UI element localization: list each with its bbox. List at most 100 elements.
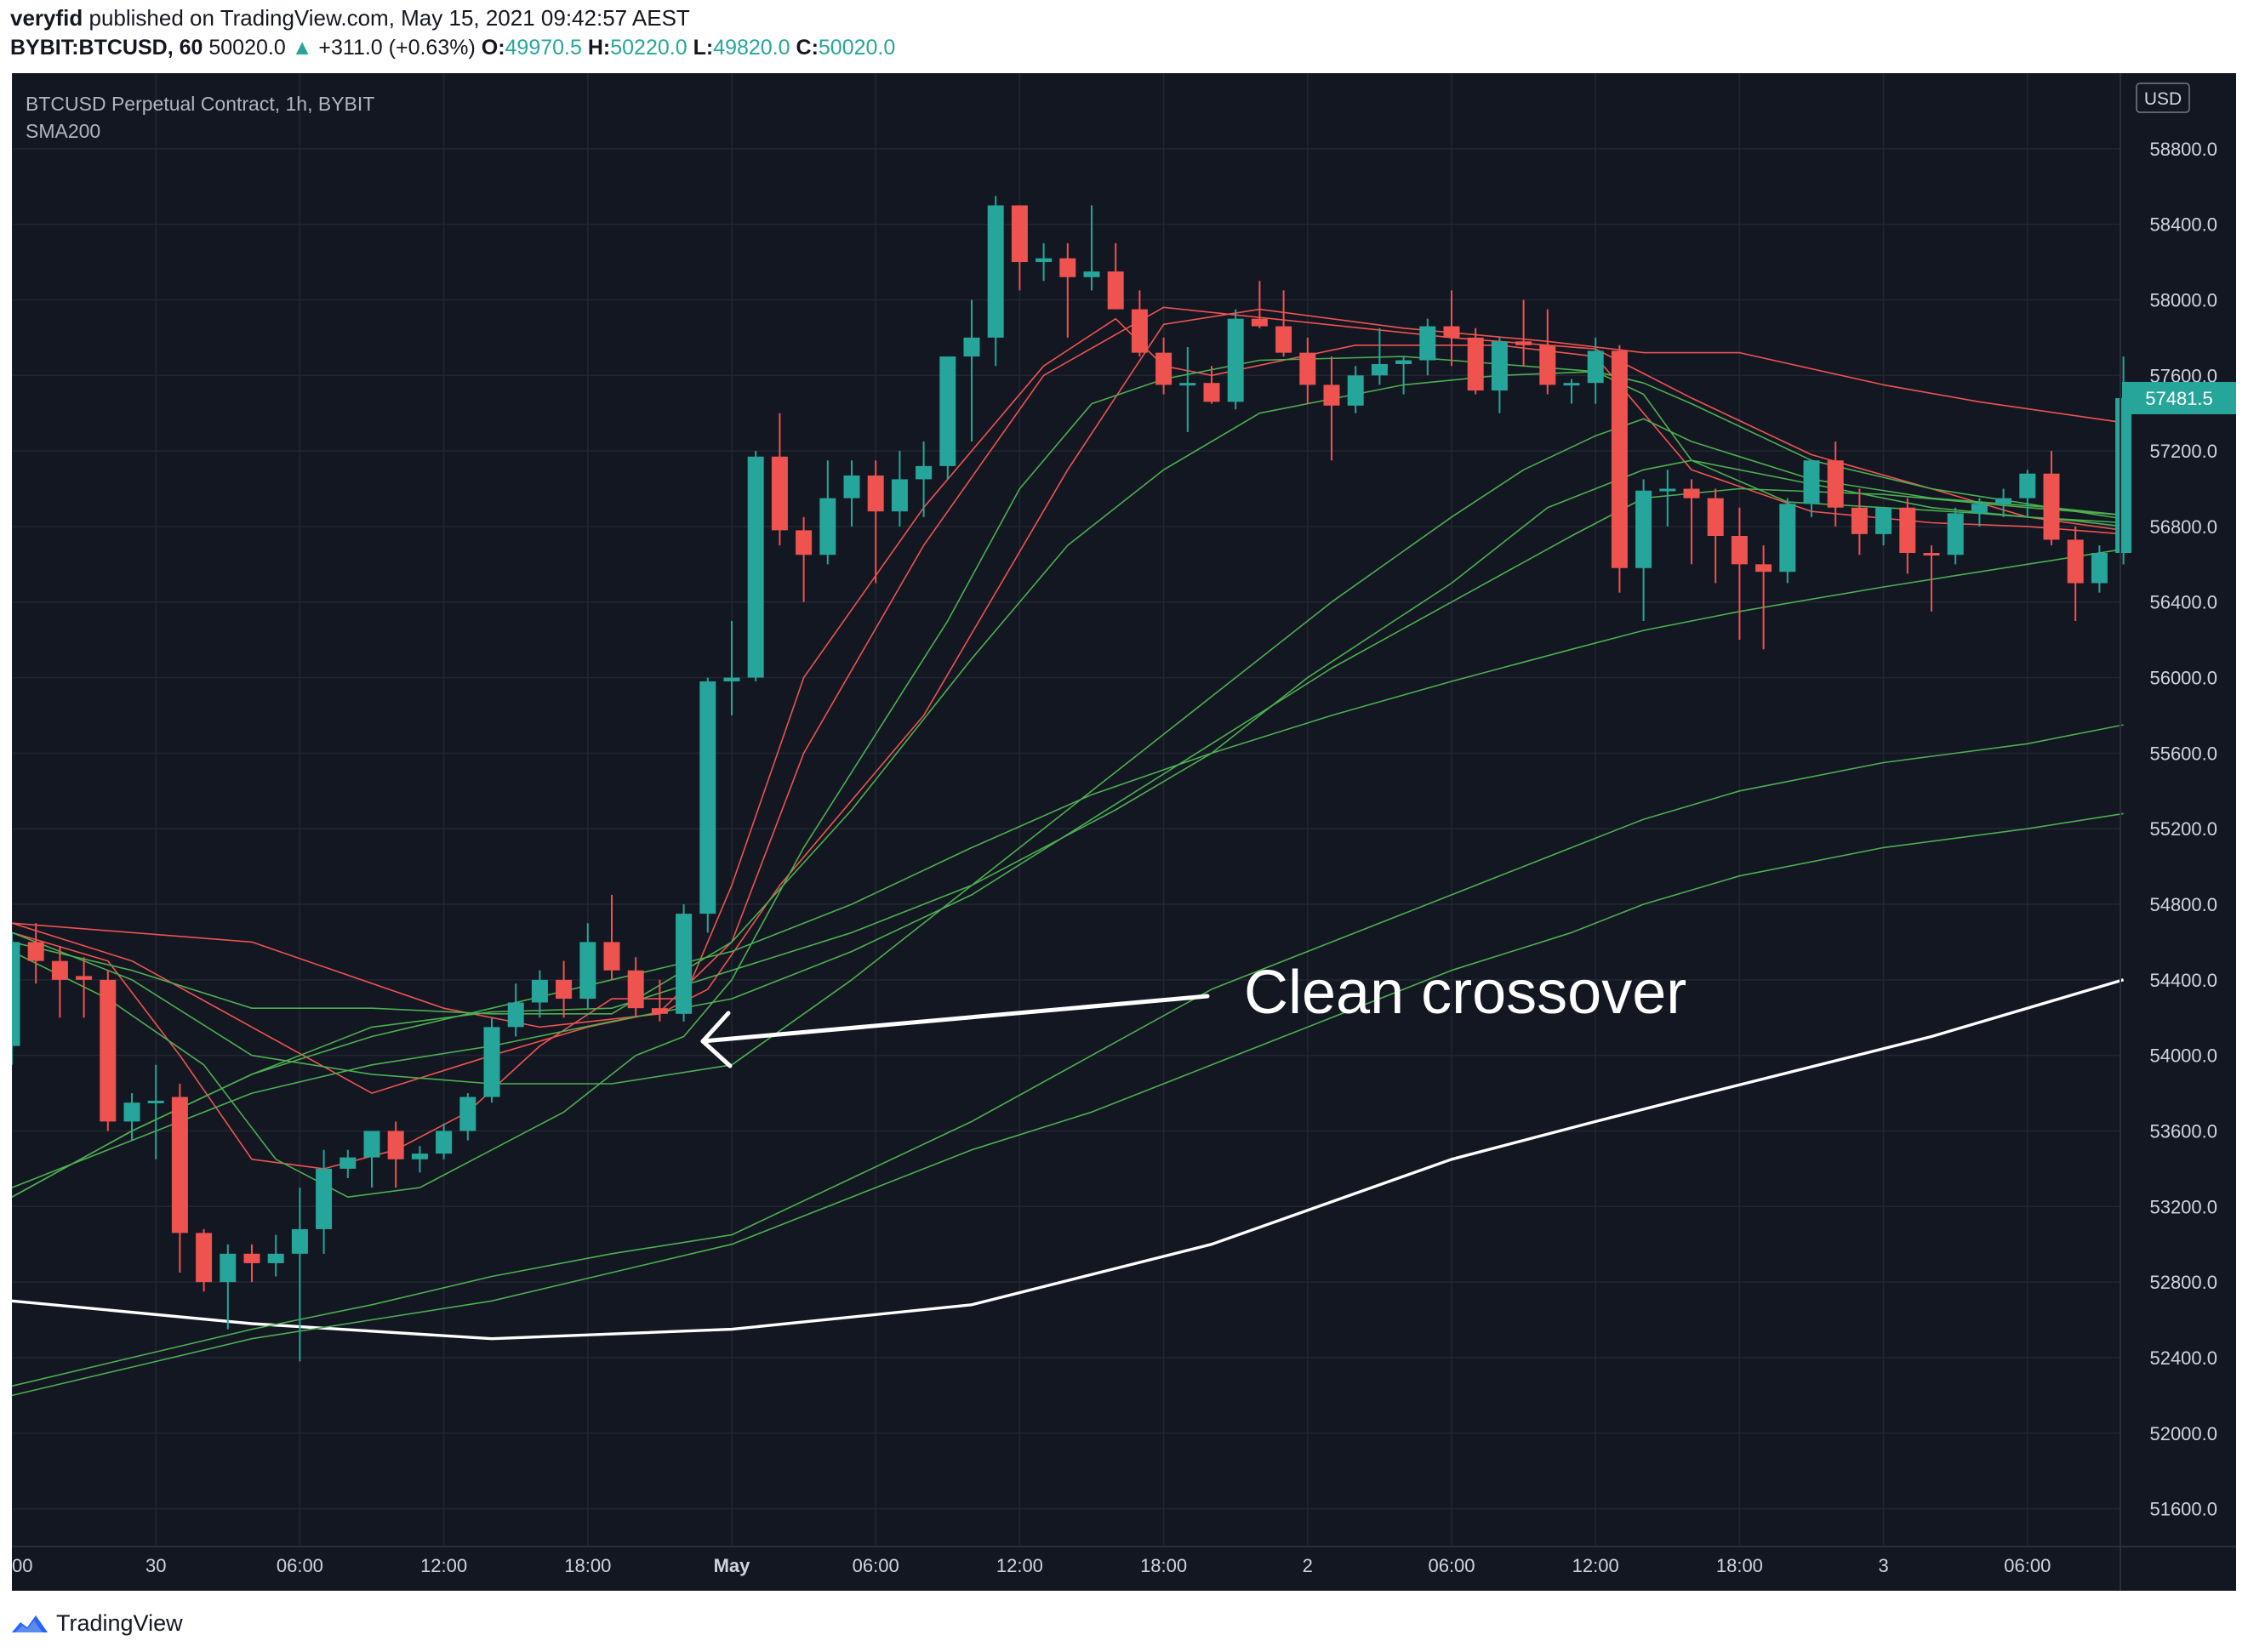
price-tick-label: 51600.0 xyxy=(2149,1499,2217,1520)
candle xyxy=(747,451,764,682)
candle-body xyxy=(1395,360,1412,364)
candle xyxy=(651,979,668,1022)
currency-label: USD xyxy=(2144,89,2182,109)
change-value: +311.0 (+0.63%) xyxy=(318,36,476,60)
candle xyxy=(676,904,693,1022)
price-tick-label: 56400.0 xyxy=(2149,592,2217,613)
price-tick-label: 54400.0 xyxy=(2149,970,2217,991)
candle xyxy=(699,677,716,933)
last-price-tag: 57481.5 xyxy=(2122,381,2236,414)
candle-body xyxy=(1923,553,1940,556)
candle xyxy=(1395,356,1412,395)
candle xyxy=(1059,242,1076,338)
candle xyxy=(1131,290,1148,357)
time-tick-label: 18:00 xyxy=(1716,1555,1763,1576)
price-tick-label: 58400.0 xyxy=(2149,214,2217,236)
candle-body xyxy=(819,498,836,555)
candle xyxy=(243,1244,260,1283)
candle xyxy=(363,1131,380,1188)
candle-body xyxy=(579,942,596,1000)
candle xyxy=(1467,328,1484,395)
candle-body xyxy=(1275,326,1292,353)
candle xyxy=(1443,290,1460,367)
candle-body xyxy=(147,1100,164,1103)
sma200-line xyxy=(11,978,2125,1341)
candle xyxy=(771,413,788,546)
legend-indicator[interactable]: SMA200 xyxy=(26,120,100,142)
brand-name[interactable]: TradingView xyxy=(56,1609,183,1636)
candle-body xyxy=(2091,553,2108,584)
candle-body xyxy=(1587,350,1604,384)
candle-body xyxy=(1347,375,1364,406)
candle-body xyxy=(1203,383,1220,402)
candle xyxy=(1611,345,1628,593)
candle-body xyxy=(171,1097,188,1233)
candle xyxy=(3,932,20,1065)
candle xyxy=(1036,242,1053,282)
candle xyxy=(1731,507,1748,641)
time-tick-label: 00 xyxy=(12,1555,32,1576)
moving-average-lines xyxy=(11,306,2125,1397)
crossover-arrow xyxy=(700,994,1210,1068)
candle-body xyxy=(220,1253,237,1283)
candle xyxy=(291,1188,308,1362)
candle xyxy=(723,620,740,715)
candle xyxy=(267,1234,284,1277)
time-tick-label: 18:00 xyxy=(564,1555,611,1576)
candle xyxy=(387,1121,404,1188)
candle xyxy=(1923,545,1940,612)
currency-badge[interactable]: USD xyxy=(2136,83,2190,113)
price-tick-label: 52000.0 xyxy=(2149,1423,2217,1444)
author-name[interactable]: veryfid xyxy=(10,5,83,31)
candle xyxy=(963,299,980,441)
tradingview-logo-icon xyxy=(12,1615,48,1632)
candle xyxy=(1011,205,1028,291)
candle-body xyxy=(291,1228,308,1254)
price-axis[interactable]: 51600.0 52000.0 52400.0 52800.0 53200.0 53600… xyxy=(2149,139,2217,1520)
candle xyxy=(2043,451,2060,546)
candle xyxy=(1707,488,1724,584)
candle-body xyxy=(1443,326,1460,338)
candle xyxy=(1827,441,1844,527)
candle xyxy=(339,1149,357,1178)
time-tick-label: 30 xyxy=(145,1555,166,1576)
candle xyxy=(76,957,93,1018)
annotation-text: Clean crossover xyxy=(1244,959,1686,1027)
low-label: L: xyxy=(693,36,714,60)
ohlc-line: BYBIT:BTCUSD, 60 50020.0 ▲ +311.0 (+0.63… xyxy=(10,36,895,60)
candle xyxy=(891,451,908,527)
candle xyxy=(1227,309,1244,410)
candle-body xyxy=(1851,507,1868,534)
candle xyxy=(1587,337,1604,404)
candle-body xyxy=(2115,397,2132,554)
candle xyxy=(2091,545,2108,593)
candle-body xyxy=(747,456,764,678)
up-triangle-icon: ▲ xyxy=(291,36,313,60)
candle-body xyxy=(1011,205,1028,263)
candle xyxy=(1635,479,1652,621)
candle xyxy=(579,923,596,1009)
candle xyxy=(411,1146,428,1173)
candle-body xyxy=(627,970,644,1009)
candle xyxy=(196,1228,213,1292)
time-axis[interactable]: 00 30 06:00 12:00 18:00 May 06:00 12:00 18:00 2 06… xyxy=(12,1555,2051,1576)
candle xyxy=(100,970,117,1131)
candle xyxy=(1155,337,1172,395)
candle xyxy=(819,460,836,565)
candle-body xyxy=(1155,352,1172,385)
candle-body xyxy=(2067,539,2084,584)
candle xyxy=(1515,299,1532,367)
price-tick-label: 56800.0 xyxy=(2149,516,2217,538)
candle xyxy=(1203,366,1220,404)
price-tick-label: 57200.0 xyxy=(2149,441,2217,462)
price-chart[interactable]: 51600.0 52000.0 52400.0 52800.0 53200.0 53600… xyxy=(3,73,2236,1591)
time-tick-label: 12:00 xyxy=(996,1555,1043,1576)
candle-body xyxy=(1731,536,1748,565)
time-tick-label: 06:00 xyxy=(1428,1555,1475,1576)
candle-body xyxy=(1299,352,1316,385)
chart-frame[interactable]: 51600.0 52000.0 52400.0 52800.0 53200.0 53600… xyxy=(3,73,2236,1591)
candle-body xyxy=(1707,498,1724,537)
candle-body xyxy=(51,960,68,980)
candle-body xyxy=(1779,504,1796,573)
candle-body xyxy=(556,979,573,1000)
